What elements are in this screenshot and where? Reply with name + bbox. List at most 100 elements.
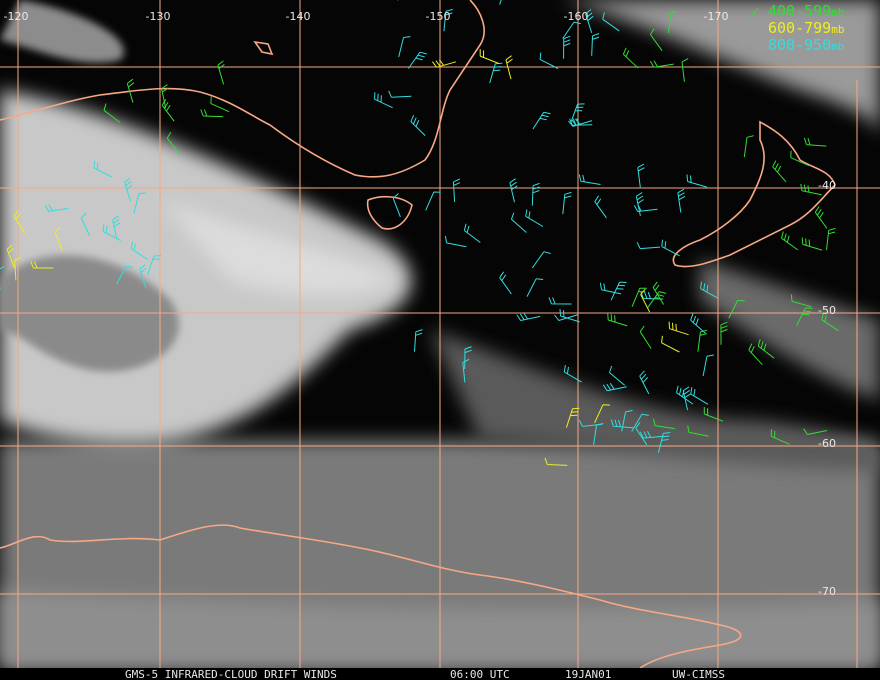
wind-barb — [686, 174, 707, 188]
wind-barb — [602, 383, 627, 392]
wind-barb — [661, 335, 680, 353]
wind-barb — [652, 281, 665, 305]
wind-barb — [639, 370, 650, 395]
wind-barb — [147, 255, 161, 276]
legend-unit: mb — [831, 40, 844, 53]
legend-unit: mb — [831, 23, 844, 36]
wind-barb — [463, 223, 481, 243]
wind-barb — [464, 346, 472, 370]
wind-barb — [593, 423, 604, 445]
wind-barb — [610, 281, 627, 301]
footer-time: 06:00 UTC — [450, 668, 510, 680]
wind-barb — [217, 60, 225, 85]
wind-barb — [668, 321, 689, 336]
longitude-label: -170 — [704, 10, 729, 23]
legend-range: 800-950 — [768, 36, 831, 54]
wind-barb — [0, 266, 5, 290]
wind-barb — [116, 265, 133, 285]
wind-barb — [14, 257, 22, 281]
wind-barb — [803, 428, 828, 435]
wind-barb — [407, 51, 427, 69]
wind-barb — [13, 210, 26, 234]
longitude-label: -120 — [4, 10, 29, 23]
wind-barb — [505, 55, 513, 80]
wind-barb — [594, 404, 611, 424]
wind-barb — [539, 52, 559, 69]
longitude-label: -160 — [564, 10, 589, 23]
wind-barb — [657, 432, 671, 453]
wind-barb — [126, 78, 135, 103]
wind-barbs — [0, 0, 839, 466]
wind-barb — [636, 242, 661, 250]
wind-barb — [647, 291, 667, 309]
wind-barb — [102, 224, 122, 242]
wind-barb — [93, 160, 112, 178]
legend-entry: 400-599mb — [768, 2, 844, 20]
wind-barb — [161, 84, 169, 109]
wind-barb — [570, 103, 585, 124]
wind-barb — [585, 9, 594, 34]
wind-barb — [525, 209, 544, 227]
footer-date: 19JAN01 — [565, 668, 611, 680]
wind-barb — [210, 96, 230, 113]
footer-bar — [0, 668, 880, 680]
legend-range: 600-799 — [768, 19, 831, 37]
wind-barb — [609, 365, 626, 386]
wind-barb — [607, 312, 628, 327]
wind-barb — [772, 160, 787, 183]
wind-barb — [6, 244, 16, 269]
wind-barb — [801, 237, 823, 251]
wind-barb — [569, 118, 593, 126]
wind-barb — [720, 321, 728, 345]
wind-barb — [526, 278, 544, 297]
wind-barb — [562, 191, 572, 215]
wind-barb — [130, 241, 148, 260]
wind-barb — [639, 325, 652, 349]
wind-barb — [388, 90, 412, 98]
wind-barb — [544, 457, 568, 466]
latitude-label: -70 — [818, 585, 836, 598]
wind-barb — [578, 174, 601, 185]
wind-barb — [531, 251, 551, 269]
coastlines — [0, 0, 836, 669]
legend-range: 400-599 — [768, 2, 831, 20]
wind-barb — [814, 206, 828, 229]
wind-barb — [510, 212, 527, 233]
legend-unit: mb — [831, 6, 844, 19]
wind-barb — [44, 204, 69, 212]
wind-barb — [640, 288, 651, 313]
latitude-label: -50 — [818, 304, 836, 317]
wind-barb — [594, 195, 607, 219]
wind-barb — [568, 118, 593, 127]
wind-barb — [770, 429, 790, 445]
wind-barb — [703, 407, 724, 422]
wind-barb — [637, 163, 645, 188]
wind-barb — [133, 192, 146, 214]
footer-credit: UW-CIMSS — [672, 668, 725, 680]
wind-barb — [631, 413, 649, 432]
wind-barb — [700, 281, 719, 299]
wind-barb — [649, 28, 663, 51]
wind-barb — [432, 59, 457, 68]
wind-barb — [790, 150, 810, 167]
wind-barb — [410, 114, 426, 136]
wind-barb — [374, 92, 393, 109]
wind-barb — [563, 35, 571, 59]
wind-barb — [668, 10, 678, 33]
wind-barb — [200, 109, 224, 118]
wind-barb — [728, 299, 745, 319]
wind-barb — [826, 227, 836, 251]
wind-barb — [139, 264, 147, 289]
wind-barb — [398, 36, 411, 58]
wind-barb — [682, 386, 691, 411]
wind-barb — [392, 193, 401, 218]
latitude-label: -60 — [818, 437, 836, 450]
wind-barb — [796, 307, 813, 326]
wind-barb — [444, 235, 467, 248]
legend-entry: 800-950mb — [768, 36, 844, 54]
wind-barb — [631, 287, 647, 307]
wind-barb — [562, 21, 581, 39]
